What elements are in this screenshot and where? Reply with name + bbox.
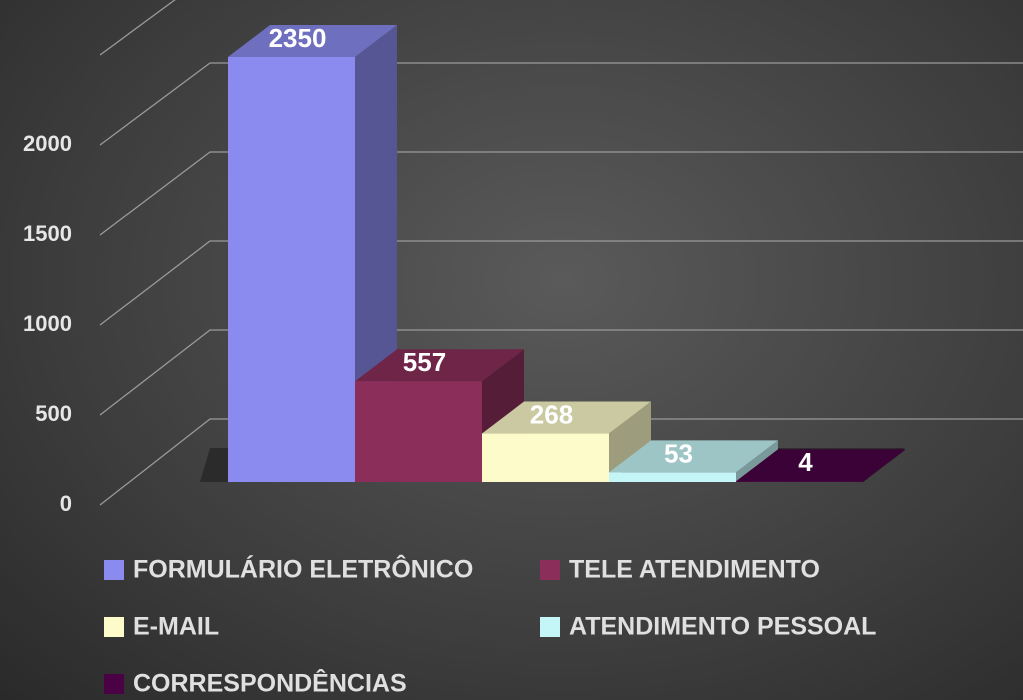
legend-label: TELE ATENDIMENTO [569,556,820,584]
bar [228,57,355,482]
legend-label: CORRESPONDÊNCIAS [133,668,407,698]
value-label: 557 [403,347,446,377]
legend-swatch [540,617,560,637]
legend-swatch [104,560,124,580]
y-tick-label: 0 [60,491,72,516]
y-tick-label: 2000 [23,131,72,156]
legend-label: FORMULÁRIO ELETRÔNICO [133,554,473,584]
bar-side [736,440,778,482]
grid-line [99,151,1023,236]
bar-top [609,440,778,473]
value-label: 268 [530,399,573,429]
legend-label: E-MAIL [133,613,219,641]
bar [609,472,736,482]
bar-side [609,401,651,482]
value-label: 4 [798,447,813,477]
value-label: 53 [664,438,693,468]
bar-top [736,449,905,482]
bar-top [355,349,524,382]
grid-line [99,418,1023,506]
y-tick-label: 500 [35,401,72,426]
legend-swatch [540,560,560,580]
legend-swatch [104,617,124,637]
grid-line [99,62,1023,146]
bar [482,433,609,482]
grid-line [99,240,1023,326]
bar-top [482,401,651,434]
y-tick-label: 1000 [23,311,72,336]
bar-side [863,449,905,482]
bar [355,381,482,482]
legend-swatch [104,674,124,694]
grid-line [99,329,1023,416]
legend-label: ATENDIMENTO PESSOAL [569,613,876,641]
bar-top [228,25,397,57]
axis-frame [99,0,176,56]
bar [736,481,863,482]
value-label: 2350 [269,23,327,53]
y-tick-label: 1500 [23,221,72,246]
